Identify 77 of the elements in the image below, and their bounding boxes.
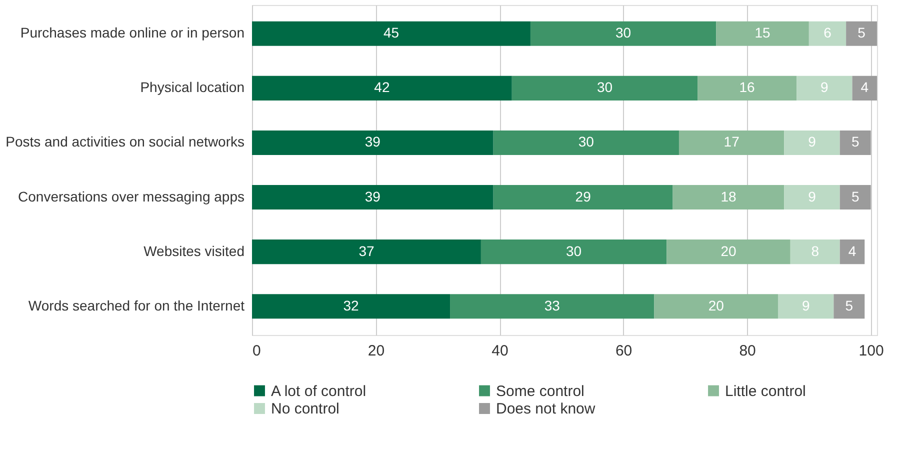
data-label: 32 bbox=[343, 297, 360, 314]
data-label: 5 bbox=[851, 134, 860, 150]
x-tick-label: 100 bbox=[858, 342, 884, 360]
bar bbox=[450, 294, 654, 319]
bar bbox=[852, 76, 877, 100]
x-tick-label: 60 bbox=[615, 342, 632, 360]
data-label: 4 bbox=[860, 79, 869, 96]
data-label: 33 bbox=[544, 297, 560, 314]
data-label: 29 bbox=[575, 188, 592, 204]
bar bbox=[840, 240, 865, 264]
legend-label: Does not know bbox=[496, 400, 596, 418]
data-label: 20 bbox=[708, 297, 724, 314]
bar bbox=[778, 294, 834, 319]
bar bbox=[840, 130, 871, 155]
bar bbox=[654, 294, 778, 319]
bar bbox=[790, 240, 840, 264]
bar bbox=[493, 130, 679, 155]
legend-label: No control bbox=[271, 400, 340, 418]
data-label: 5 bbox=[851, 188, 860, 204]
bar bbox=[846, 21, 877, 46]
data-label: 30 bbox=[616, 24, 632, 41]
legend-label: A lot of control bbox=[271, 382, 366, 400]
x-tick-label: 80 bbox=[739, 342, 756, 360]
data-label: 9 bbox=[802, 297, 810, 314]
y-tick-label: Websites visited bbox=[144, 242, 244, 259]
bar bbox=[784, 130, 840, 155]
data-label: 30 bbox=[566, 242, 582, 259]
x-tick-label: 40 bbox=[492, 342, 508, 360]
bar bbox=[840, 185, 871, 210]
data-label: 18 bbox=[720, 188, 736, 204]
data-label: 39 bbox=[364, 188, 381, 204]
bar bbox=[716, 21, 809, 46]
data-label: 5 bbox=[858, 24, 866, 41]
bar bbox=[834, 294, 865, 319]
legend-label: Some control bbox=[496, 382, 584, 400]
bar bbox=[784, 185, 840, 210]
bar bbox=[796, 76, 852, 100]
legend-label: Little control bbox=[725, 382, 806, 400]
data-label: 37 bbox=[358, 242, 374, 259]
data-label: 8 bbox=[811, 242, 820, 259]
bar bbox=[672, 185, 784, 210]
bar bbox=[252, 130, 494, 155]
bar bbox=[252, 294, 450, 319]
y-tick-label: Conversations over messaging apps bbox=[18, 188, 244, 204]
bar bbox=[808, 21, 846, 46]
data-label: 16 bbox=[739, 79, 756, 96]
x-tick-label: 0 bbox=[252, 342, 261, 360]
data-label: 15 bbox=[754, 24, 771, 41]
bar bbox=[252, 76, 512, 100]
y-tick-label: Words searched for on the Internet bbox=[28, 297, 245, 314]
data-label: 9 bbox=[808, 134, 816, 150]
bar bbox=[252, 21, 530, 46]
data-label: 20 bbox=[720, 242, 736, 259]
bar bbox=[493, 185, 673, 210]
data-label: 6 bbox=[824, 24, 832, 41]
data-label: 9 bbox=[808, 188, 816, 204]
bar bbox=[678, 130, 784, 155]
x-tick-label: 20 bbox=[368, 342, 385, 360]
bar bbox=[512, 76, 698, 100]
data-label: 42 bbox=[374, 79, 390, 96]
data-label: 30 bbox=[596, 79, 613, 96]
data-label: 45 bbox=[383, 24, 400, 41]
data-label: 30 bbox=[578, 134, 594, 150]
data-label: 17 bbox=[724, 134, 740, 150]
bar bbox=[480, 240, 667, 264]
y-tick-label: Physical location bbox=[140, 79, 244, 96]
bar bbox=[252, 185, 494, 210]
bar bbox=[530, 21, 716, 46]
data-label: 4 bbox=[848, 242, 856, 259]
data-label: 9 bbox=[820, 79, 829, 96]
y-tick-label: Posts and activities on social networks bbox=[6, 134, 244, 150]
bar bbox=[698, 76, 797, 100]
bar bbox=[252, 240, 481, 264]
y-tick-label: Purchases made online or in person bbox=[20, 24, 244, 41]
data-label: 39 bbox=[364, 134, 381, 150]
bar bbox=[666, 240, 790, 264]
data-label: 5 bbox=[845, 297, 854, 314]
